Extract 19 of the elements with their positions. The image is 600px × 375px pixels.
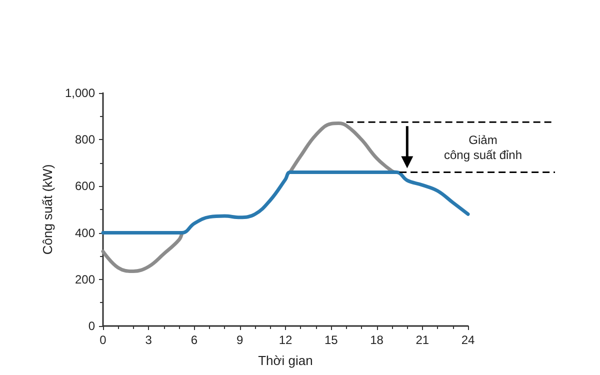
y-tick-label: 400 bbox=[74, 226, 96, 240]
x-tick-label: 0 bbox=[100, 333, 107, 347]
x-tick-label: 12 bbox=[278, 333, 292, 347]
x-tick-label: 9 bbox=[236, 333, 244, 347]
line-series bbox=[101, 170, 470, 235]
y-axis-title: Công suất (kW) bbox=[40, 164, 56, 255]
y-tick-label: 800 bbox=[74, 132, 96, 147]
x-tick-label: 18 bbox=[370, 333, 384, 347]
x-tick-label: 6 bbox=[190, 333, 198, 347]
y-tick-label: 200 bbox=[74, 272, 96, 286]
x-tick-label: 3 bbox=[145, 333, 152, 347]
y-tick-label: 600 bbox=[74, 179, 96, 194]
x-tick-label: 24 bbox=[461, 333, 475, 347]
annotation: Giảm công suất đỉnh bbox=[444, 133, 522, 162]
x-tick-label: 21 bbox=[416, 333, 430, 347]
x-axis-title: Thời gian bbox=[258, 353, 313, 368]
y-tick-label: 0 bbox=[88, 319, 96, 333]
x-tick-label: 15 bbox=[324, 333, 338, 347]
y-tick-label: 1,000 bbox=[64, 86, 96, 100]
